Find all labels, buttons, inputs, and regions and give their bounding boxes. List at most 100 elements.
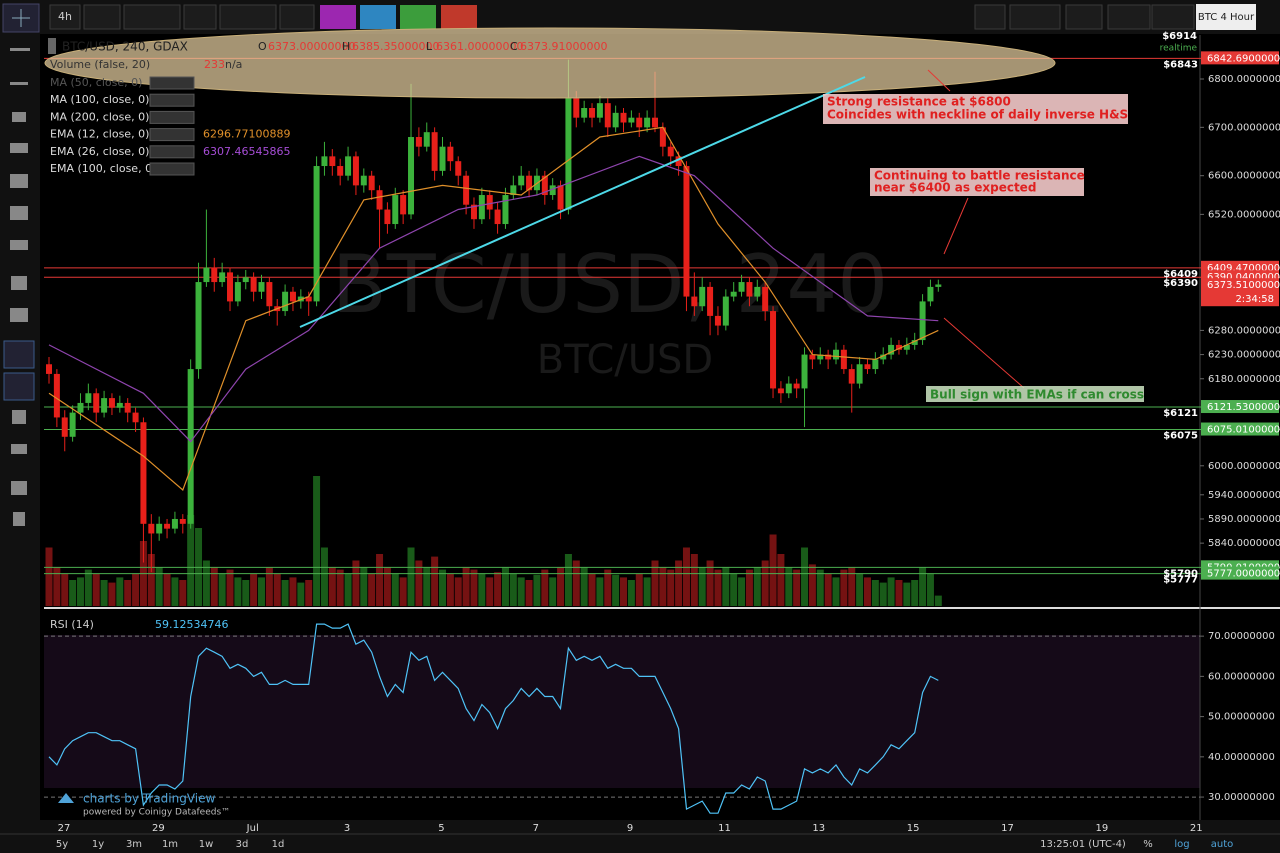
study-toggle[interactable] — [149, 162, 195, 176]
volume-bar — [572, 560, 580, 606]
undo-redo-button[interactable] — [1009, 4, 1061, 30]
price-tick-label: 6800.00000000 — [1208, 74, 1280, 85]
brand-name[interactable]: charts by TradingView — [83, 792, 215, 806]
range-button[interactable]: 1m — [162, 839, 178, 850]
candle-body — [392, 195, 399, 225]
tool-icon[interactable] — [11, 444, 27, 454]
candle-body — [69, 412, 76, 437]
volume-bar — [501, 567, 509, 606]
tool-icon[interactable] — [10, 48, 30, 51]
range-button[interactable]: 1d — [272, 839, 285, 850]
volume-bar — [588, 573, 596, 606]
indicators-button[interactable] — [219, 4, 277, 30]
annotation-text: Bull sign with EMAs if can cross — [930, 388, 1144, 402]
volume-bar — [124, 580, 132, 606]
candle-body — [400, 195, 407, 215]
snapshot-button[interactable] — [1065, 4, 1103, 30]
volume-bar — [320, 547, 328, 606]
rsi-value: 59.12534746 — [155, 618, 228, 631]
candle-body — [596, 103, 603, 118]
candle-body — [659, 127, 666, 147]
volume-bar — [257, 577, 265, 606]
level-box — [1201, 400, 1279, 414]
volume-bar — [84, 569, 92, 606]
volume-bar — [698, 567, 706, 606]
level-tag: $5777 — [1163, 575, 1198, 586]
candle-body — [132, 412, 139, 423]
interval-button[interactable] — [49, 4, 81, 30]
tool-icon[interactable] — [11, 276, 27, 290]
candle-body — [486, 195, 493, 210]
cloud-load-button[interactable] — [1107, 4, 1151, 30]
settings-button[interactable] — [183, 4, 217, 30]
candle-body — [463, 175, 470, 205]
study-toggle[interactable] — [149, 128, 195, 142]
ohlc-key: C — [510, 40, 518, 53]
level-box — [1201, 566, 1279, 580]
sell-button[interactable] — [441, 5, 477, 29]
candle-body — [360, 175, 367, 186]
tool-icon[interactable] — [10, 308, 28, 322]
range-button[interactable]: 3m — [126, 839, 142, 850]
cloud-save-button[interactable] — [1151, 4, 1195, 30]
purple-button[interactable] — [320, 5, 356, 29]
fullscreen-button[interactable] — [974, 4, 1006, 30]
candle-body — [211, 267, 218, 283]
study-toggle[interactable] — [149, 93, 195, 107]
candle-body — [581, 108, 588, 118]
option-button[interactable]: log — [1174, 839, 1189, 850]
tool-icon[interactable] — [10, 240, 28, 250]
volume-bar — [407, 547, 415, 606]
volume-bar — [785, 567, 793, 606]
candle-body — [266, 282, 273, 307]
candle-body — [565, 98, 572, 210]
candle-body — [124, 402, 131, 413]
volume-bar — [667, 569, 675, 606]
date-label: 19 — [1095, 823, 1108, 834]
tool-icon[interactable] — [10, 174, 28, 188]
range-button[interactable]: 1y — [92, 839, 104, 850]
alert-button[interactable] — [360, 5, 396, 29]
range-button[interactable]: 3d — [236, 839, 249, 850]
option-button[interactable]: auto — [1211, 839, 1234, 850]
tool-icon[interactable] — [13, 512, 25, 526]
range-button[interactable]: 5y — [56, 839, 68, 850]
menu-button[interactable] — [83, 4, 121, 30]
candle-body — [675, 156, 682, 167]
volume-bar — [769, 534, 777, 606]
magnet-button[interactable] — [3, 340, 35, 369]
study-toggle[interactable] — [149, 110, 195, 124]
study-name: EMA (12, close, 0) — [50, 128, 149, 141]
volume-bar — [234, 577, 242, 606]
level-label: 5777.00000000 — [1207, 569, 1280, 580]
volume-bar — [777, 554, 785, 606]
candle-body — [628, 117, 635, 123]
crosshair-button[interactable] — [2, 3, 40, 33]
tool-icon[interactable] — [12, 410, 26, 424]
study-toggle[interactable] — [149, 145, 195, 159]
chart-style-button[interactable] — [123, 4, 181, 30]
tool-icon[interactable] — [11, 481, 27, 495]
volume-bar — [116, 577, 124, 606]
tool-icon[interactable] — [12, 112, 26, 122]
stay-drawing-button[interactable] — [3, 372, 35, 401]
candle-body — [683, 166, 690, 297]
range-button[interactable]: 1w — [199, 839, 214, 850]
candle-body — [848, 369, 855, 384]
candle-body — [809, 354, 816, 360]
symbol-box[interactable] — [1196, 4, 1256, 30]
tool-icon[interactable] — [10, 143, 28, 153]
option-button[interactable]: % — [1143, 839, 1153, 850]
date-label: 27 — [58, 823, 71, 834]
candle-body — [242, 277, 249, 283]
study-toggle[interactable] — [149, 76, 195, 90]
volume-bar — [155, 567, 163, 606]
tool-icon[interactable] — [10, 206, 28, 220]
compare-button[interactable] — [279, 4, 315, 30]
buy-button[interactable] — [400, 5, 436, 29]
volume-bar — [525, 580, 533, 606]
candle-body — [589, 108, 596, 118]
interval: 4h — [58, 10, 72, 23]
tool-icon[interactable] — [10, 82, 28, 85]
